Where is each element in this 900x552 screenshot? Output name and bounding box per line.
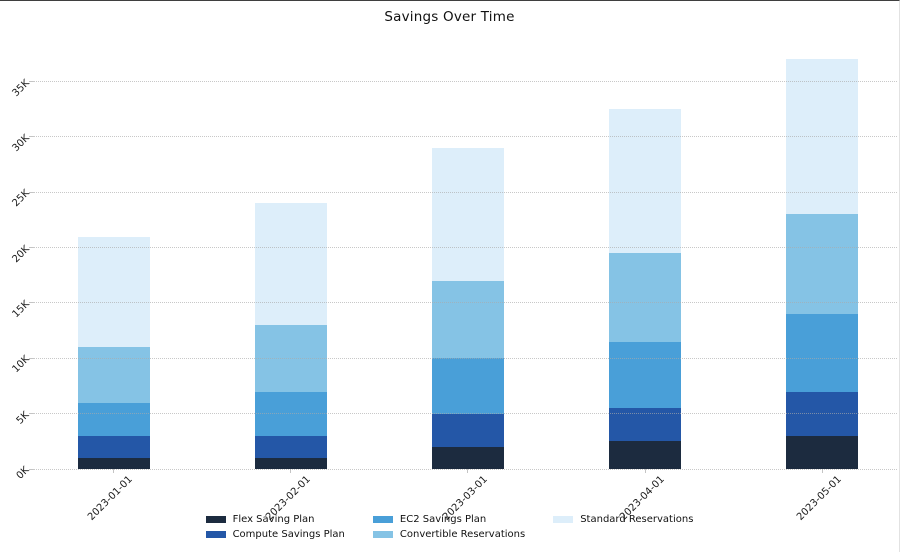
bar-segment-flex-saving-plan[interactable] [431,446,504,469]
bar-segment-ec2-savings-plan[interactable] [77,402,150,436]
x-tick-mark [644,469,646,473]
legend-swatch-icon [372,530,393,538]
y-tick-mark [29,468,33,470]
legend-item-ec2-savings-plan[interactable]: EC2 Savings Plan [372,512,525,526]
bar-segment-flex-saving-plan[interactable] [254,457,327,469]
x-tick-mark [290,469,292,473]
bar-segment-compute-savings-plan[interactable] [431,413,504,447]
y-tick-mark [29,247,33,249]
legend-column: Standard Reservations [553,512,693,526]
gridline-15K [33,302,897,304]
legend-swatch-icon [553,515,574,523]
bar-segment-compute-savings-plan[interactable] [254,435,327,458]
gridline-5K [33,413,897,415]
gridline-10K [33,357,897,359]
gridline-20K [33,247,897,249]
legend-label: Standard Reservations [580,513,694,525]
x-tick-mark [113,469,114,473]
legend-item-convertible-reservations[interactable]: Convertible Reservations [372,527,526,541]
y-tick-mark [29,357,33,359]
legend-column: Flex Saving Plan Compute Savings Plan [205,512,345,541]
bar-segment-standard-reservations[interactable] [609,109,682,254]
bar-segment-ec2-savings-plan[interactable] [609,341,682,409]
legend-label: Flex Saving Plan [232,513,315,525]
bar-2023-02-01[interactable] [254,203,327,469]
bar-segment-convertible-reservations[interactable] [609,253,682,342]
legend-swatch-icon [205,530,226,538]
legend-label: Convertible Reservations [399,528,526,540]
bar-segment-ec2-savings-plan[interactable] [431,358,504,414]
y-tick-mark [29,81,33,83]
chart-title: Savings Over Time [384,9,515,25]
bar-segment-ec2-savings-plan[interactable] [786,314,859,392]
bar-2023-04-01[interactable] [609,109,682,469]
bar-segment-flex-saving-plan[interactable] [609,441,682,469]
legend-item-standard-reservations[interactable]: Standard Reservations [553,512,693,526]
legend-swatch-icon [372,515,393,523]
bar-segment-flex-saving-plan[interactable] [786,435,859,469]
y-tick-mark [29,136,33,138]
y-tick-mark [29,191,33,193]
legend: Flex Saving Plan Compute Savings Plan EC2 … [0,512,899,541]
legend-label: EC2 Savings Plan [399,513,487,525]
bar-2023-05-01[interactable] [786,59,859,469]
legend-swatch-icon [205,515,226,523]
x-tick-mark [821,469,823,473]
bar-segment-flex-saving-plan[interactable] [77,457,150,469]
legend-item-flex-saving-plan[interactable]: Flex Saving Plan [205,512,345,526]
y-tick-mark [29,413,33,415]
y-tick-mark [29,302,33,304]
bar-segment-convertible-reservations[interactable] [77,347,150,403]
bar-segment-convertible-reservations[interactable] [431,280,504,359]
gridline-35K [33,81,897,83]
bar-segment-standard-reservations[interactable] [431,147,504,281]
gridline-25K [33,191,897,193]
gridline-30K [33,136,897,138]
bar-2023-01-01[interactable] [77,236,150,469]
legend-label: Compute Savings Plan [232,528,345,540]
bar-segment-compute-savings-plan[interactable] [77,435,150,458]
bar-segment-convertible-reservations[interactable] [786,214,859,315]
legend-item-compute-savings-plan[interactable]: Compute Savings Plan [205,527,345,541]
bar-segment-standard-reservations[interactable] [254,203,327,326]
gridline-0K [33,468,897,470]
y-tick-label: 0K [14,464,32,482]
legend-column: EC2 Savings Plan Convertible Reservations [372,512,526,541]
bar-segment-standard-reservations[interactable] [77,236,150,348]
bar-2023-03-01[interactable] [431,147,504,469]
plot-area: 2023-01-01 2023-02-01 2023-03-01 2023-04-01… [10,46,897,523]
x-tick-mark [467,469,469,473]
y-tick-label: 5K [14,409,32,427]
